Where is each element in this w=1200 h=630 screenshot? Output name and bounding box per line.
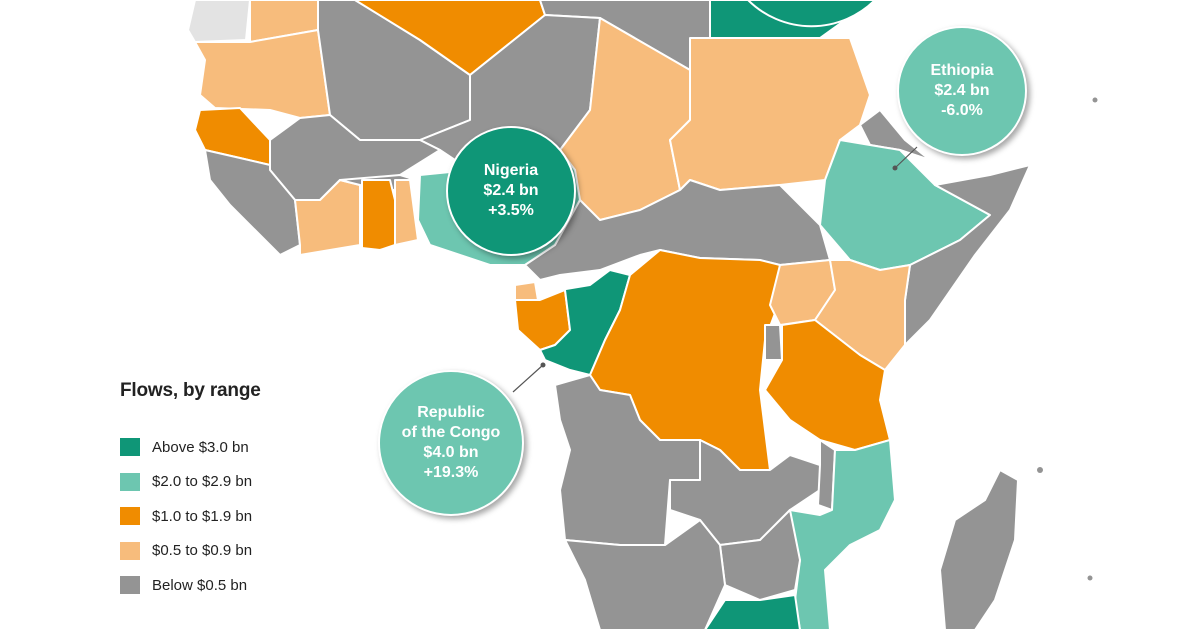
- legend: Flows, by range Above $3.0 bn $2.0 to $2…: [120, 380, 261, 603]
- country-western-sahara: [187, 0, 251, 43]
- leader-congo: [512, 364, 544, 393]
- legend-label: Above $3.0 bn: [152, 438, 249, 456]
- island-seychelles: [1092, 97, 1098, 103]
- legend-label: Below $0.5 bn: [152, 576, 248, 594]
- country-togo-benin: [394, 179, 419, 246]
- island-mayotte: [1037, 467, 1043, 473]
- callout-congo-name-line1: Republic: [417, 404, 485, 421]
- country-mauritania: [194, 29, 331, 119]
- country-republic-of-the-congo: [539, 269, 631, 376]
- legend-item-above-3bn: Above $3.0 bn: [120, 430, 261, 465]
- callout-republic-of-the-congo: Republic of the Congo $4.0 bn +19.3%: [378, 370, 524, 516]
- country-ghana: [361, 179, 396, 251]
- country-somalia: [904, 164, 1031, 346]
- callout-congo-name-line2: of the Congo: [401, 424, 501, 441]
- callout-nigeria-name: Nigeria: [483, 162, 539, 179]
- callout-nigeria-value: $2.4 bn: [483, 182, 539, 199]
- country-namibia-botswana: [564, 519, 726, 630]
- country-cote-divoire: [294, 179, 361, 256]
- legend-title: Flows, by range: [120, 380, 261, 401]
- country-rwanda-burundi: [764, 324, 783, 361]
- legend-item-05-to-09bn: $0.5 to $0.9 bn: [120, 534, 261, 569]
- callout-ethiopia: Ethiopia $2.4 bn -6.0%: [897, 26, 1027, 156]
- country-south-africa: [704, 594, 801, 630]
- country-kenya: [814, 259, 911, 371]
- callout-ethiopia-change: -6.0%: [941, 102, 983, 119]
- legend-items: Above $3.0 bn $2.0 to $2.9 bn $1.0 to $1…: [120, 430, 261, 603]
- legend-swatch: [120, 576, 140, 595]
- callout-congo-change: +19.3%: [423, 464, 479, 481]
- callout-nigeria: Nigeria $2.4 bn +3.5%: [446, 126, 576, 256]
- callout-egypt-partial: [746, 0, 877, 28]
- island-mauritius: [1087, 575, 1093, 581]
- callout-ethiopia-name: Ethiopia: [930, 62, 994, 79]
- callout-ethiopia-value: $2.4 bn: [934, 82, 990, 99]
- legend-swatch: [120, 438, 140, 457]
- country-madagascar: [939, 469, 1019, 630]
- leader-ethiopia: [894, 146, 918, 169]
- legend-swatch: [120, 541, 140, 560]
- callout-congo-value: $4.0 bn: [423, 444, 479, 461]
- legend-label: $0.5 to $0.9 bn: [152, 542, 253, 560]
- country-malawi: [817, 439, 836, 511]
- callout-nigeria-change: +3.5%: [488, 202, 534, 219]
- legend-item-below-05bn: Below $0.5 bn: [120, 568, 261, 603]
- legend-label: $1.0 to $1.9 bn: [152, 507, 253, 525]
- legend-item-1-to-19bn: $1.0 to $1.9 bn: [120, 499, 261, 534]
- country-zimbabwe: [719, 509, 801, 601]
- legend-label: $2.0 to $2.9 bn: [152, 473, 253, 491]
- leader-dot-congo: [540, 362, 546, 368]
- legend-item-2-to-29bn: $2.0 to $2.9 bn: [120, 465, 261, 500]
- leader-dot-ethiopia: [892, 165, 898, 171]
- legend-swatch: [120, 507, 140, 526]
- country-equatorial-guinea: [514, 281, 539, 301]
- legend-swatch: [120, 472, 140, 491]
